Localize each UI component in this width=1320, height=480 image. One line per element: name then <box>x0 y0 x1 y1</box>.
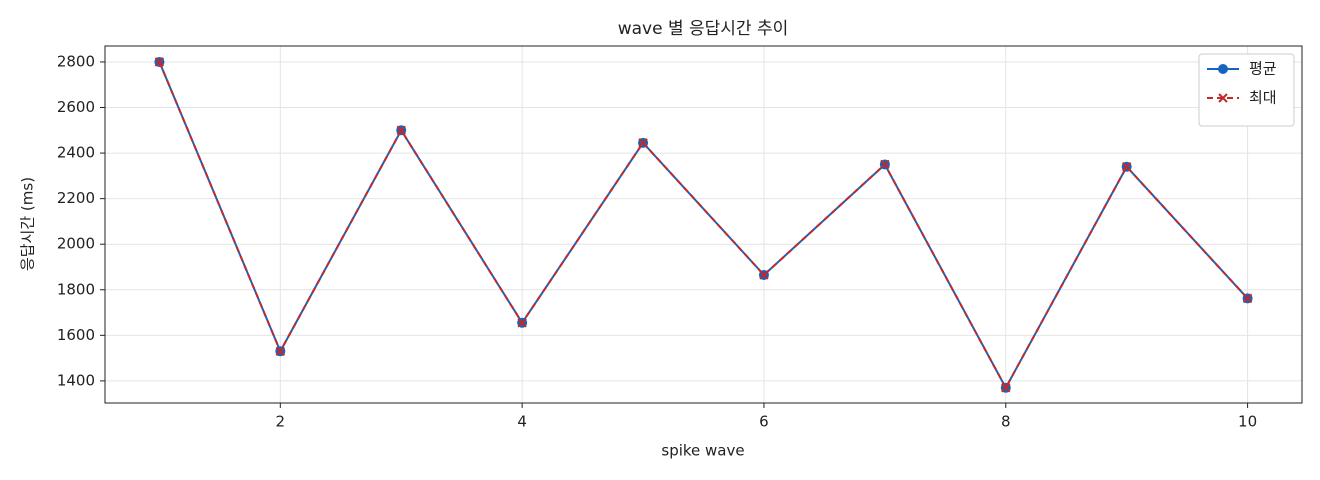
x-tick-label: 10 <box>1238 413 1257 431</box>
y-tick-label: 2800 <box>57 52 95 70</box>
data-point <box>154 57 165 67</box>
y-tick-label: 1600 <box>57 326 95 344</box>
data-point <box>1001 383 1011 393</box>
data-point <box>1242 293 1253 304</box>
y-tick-label: 1800 <box>57 280 95 298</box>
y-axis-label: 응답시간 (ms) <box>19 177 37 271</box>
series-line <box>158 61 1249 390</box>
data-point <box>638 138 648 148</box>
y-tick-label: 2200 <box>57 189 95 207</box>
legend-label: 평균 <box>1249 60 1277 78</box>
y-tick-label: 2600 <box>57 98 95 116</box>
legend-marker <box>1218 93 1228 103</box>
legend-marker <box>1218 64 1228 74</box>
x-tick-label: 8 <box>1001 413 1011 431</box>
plot-frame <box>104 45 1303 404</box>
x-axis-label: spike wave <box>661 442 744 460</box>
x-tick-label: 6 <box>759 413 769 431</box>
y-tick-label: 2000 <box>57 235 95 253</box>
y-tick-label: 1400 <box>57 371 95 389</box>
data-point <box>517 318 527 328</box>
legend-box <box>1198 53 1295 127</box>
legend-label: 최대 <box>1249 89 1277 107</box>
data-point <box>880 159 890 170</box>
x-tick-label: 2 <box>276 413 286 431</box>
data-point <box>396 125 406 136</box>
data-point <box>275 346 286 356</box>
x-tick-label: 4 <box>517 413 527 431</box>
y-tick-label: 2400 <box>57 144 95 162</box>
data-point <box>759 270 769 280</box>
chart-title: wave 별 응답시간 추이 <box>618 19 789 39</box>
data-point <box>1121 162 1132 172</box>
